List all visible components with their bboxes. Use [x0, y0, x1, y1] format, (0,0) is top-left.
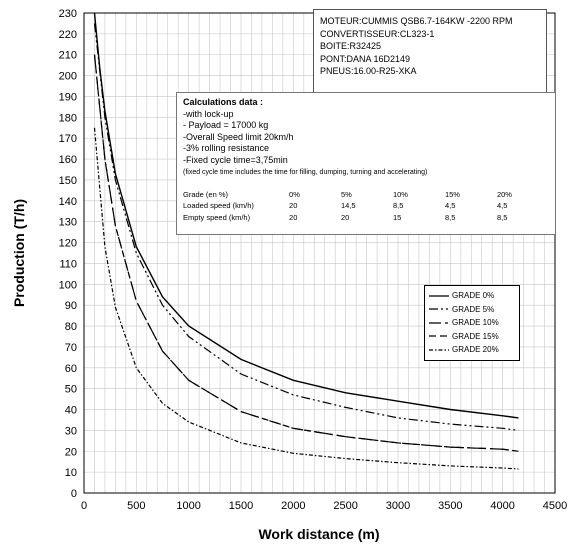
- x-tick-label: 3000: [386, 500, 410, 512]
- info-line: PNEUS:16.00-R25-XKA: [320, 66, 417, 76]
- table-cell: 14,5: [340, 201, 356, 211]
- info-line: BOITE:R32425: [320, 41, 382, 51]
- legend-swatch: [429, 322, 449, 324]
- y-tick-label: 230: [59, 8, 77, 20]
- y-tick-label: 40: [65, 405, 77, 417]
- legend-item: GRADE 10%: [429, 316, 515, 330]
- info-line: PONT:DANA 16D2149: [320, 53, 411, 64]
- table-row: Loaded speed (km/h) 20 14,5 8,5 4,5 4,5: [183, 200, 549, 212]
- legend-item: GRADE 0%: [429, 289, 515, 303]
- series-lines: [93, 12, 519, 470]
- series-line-grade-3: [93, 54, 519, 452]
- table-cell: 15: [392, 212, 402, 222]
- x-tick-label: 4500: [543, 500, 567, 512]
- table-cell: 8,5: [444, 212, 456, 222]
- table-row: Grade (en %) 0% 5% 10% 15% 20%: [183, 189, 549, 201]
- x-tick-label: 1000: [176, 500, 200, 512]
- y-tick-label: 30: [65, 425, 77, 437]
- table-row: Empty speed (km/h) 20 20 15 8,5 8,5: [183, 212, 549, 224]
- y-tick-label: 140: [59, 196, 77, 208]
- legend-item: GRADE 15%: [429, 330, 515, 344]
- legend-label: GRADE 0%: [452, 291, 495, 301]
- y-tick-label: 50: [65, 384, 77, 396]
- calculations-box: Calculations data : -with lock-up - Payl…: [176, 92, 556, 235]
- x-tick-label: 4000: [490, 500, 514, 512]
- y-tick-label: 110: [59, 258, 77, 270]
- table-cell: 20: [289, 212, 298, 222]
- table-cell: 20: [340, 212, 350, 222]
- table-cell: 20%: [496, 189, 512, 199]
- y-tick-label: 20: [65, 446, 77, 458]
- series-line-grade-4: [93, 127, 519, 470]
- x-tick-label: 500: [127, 500, 145, 512]
- table-cell: 15%: [444, 189, 460, 199]
- y-tick-label: 70: [65, 342, 77, 354]
- table-cell: 0%: [289, 189, 300, 199]
- calc-line: -3% rolling resistance: [183, 143, 270, 154]
- calc-line: -with lock-up: [183, 108, 234, 119]
- y-tick-label: 170: [59, 133, 77, 145]
- table-cell: 10%: [392, 189, 408, 199]
- calc-line: - Payload = 17000 kg: [183, 120, 269, 131]
- x-tick-label: 3500: [438, 500, 462, 512]
- x-tick-label: 1500: [229, 500, 253, 512]
- y-tick-label: 60: [65, 363, 77, 375]
- table-row-label: Loaded speed (km/h): [183, 201, 254, 211]
- x-tick-label: 0: [81, 500, 87, 512]
- info-line: MOTEUR:CUMMIS QSB6.7-164KW -2200 RPM: [320, 16, 513, 26]
- info-line: CONVERTISSEUR:CL323-1: [320, 28, 435, 39]
- legend-label: GRADE 20%: [452, 345, 499, 355]
- y-axis-title: Production (T/h): [11, 199, 27, 307]
- y-tick-labels: 0 10 20 30 40 50 60 70 80 90 100 110 120 130 140 150 160…: [59, 8, 77, 500]
- y-tick-label: 100: [59, 279, 77, 291]
- y-tick-label: 160: [59, 154, 77, 166]
- chart-legend: GRADE 0% GRADE 5% GRADE 10% GRADE 15% GRADE …: [424, 285, 520, 361]
- calc-title: Calculations data :: [183, 97, 264, 107]
- legend-label: GRADE 15%: [452, 331, 499, 341]
- y-tick-label: 180: [59, 112, 77, 124]
- table-cell: 4,5: [444, 201, 456, 211]
- x-tick-labels: 0 500 1000 1500 2000 2500 3000 3500 4000 4500: [81, 500, 567, 512]
- y-tick-label: 120: [59, 238, 77, 250]
- x-tick-label: 2500: [333, 500, 357, 512]
- x-tick-label: 2000: [281, 500, 305, 512]
- legend-item: GRADE 5%: [429, 303, 515, 317]
- engine-info-box: MOTEUR:CUMMIS QSB6.7-164KW -2200 RPM CON…: [313, 9, 547, 96]
- table-row-label: Grade (en %): [183, 189, 229, 199]
- table-cell: 8,5: [392, 201, 404, 211]
- y-tick-label: 130: [59, 217, 77, 229]
- legend-swatch: [429, 295, 449, 297]
- calc-line: -Overall Speed limit 20km/h: [183, 131, 294, 142]
- legend-label: GRADE 10%: [452, 318, 499, 328]
- legend-swatch: [429, 308, 449, 310]
- table-cell: 5%: [340, 189, 352, 199]
- x-axis-title: Work distance (m): [258, 526, 379, 542]
- y-tick-label: 150: [59, 175, 77, 187]
- table-cell: 4,5: [496, 201, 508, 211]
- legend-label: GRADE 5%: [452, 304, 495, 314]
- y-tick-label: 10: [65, 467, 77, 479]
- y-tick-label: 80: [65, 321, 77, 333]
- y-tick-label: 220: [59, 29, 77, 41]
- series-line-grade-0: [93, 12, 519, 419]
- y-tick-label: 0: [71, 488, 77, 500]
- legend-swatch: [429, 335, 449, 337]
- grade-speed-table: Grade (en %) 0% 5% 10% 15% 20% Loaded sp…: [183, 189, 549, 224]
- legend-swatch: [429, 349, 449, 351]
- table-row-label: Empty speed (km/h): [183, 212, 251, 222]
- y-tick-label: 190: [59, 91, 77, 103]
- y-tick-label: 200: [59, 71, 77, 83]
- calc-line: -Fixed cycle time=3,75min: [183, 154, 288, 165]
- legend-item: GRADE 20%: [429, 343, 515, 357]
- table-cell: 20: [289, 201, 298, 211]
- series-line-grade-1: [93, 23, 519, 431]
- calc-note: (fixed cycle time includes the time for …: [183, 168, 428, 176]
- y-tick-label: 210: [59, 50, 77, 62]
- table-cell: 8,5: [496, 212, 508, 222]
- y-tick-label: 90: [65, 300, 77, 312]
